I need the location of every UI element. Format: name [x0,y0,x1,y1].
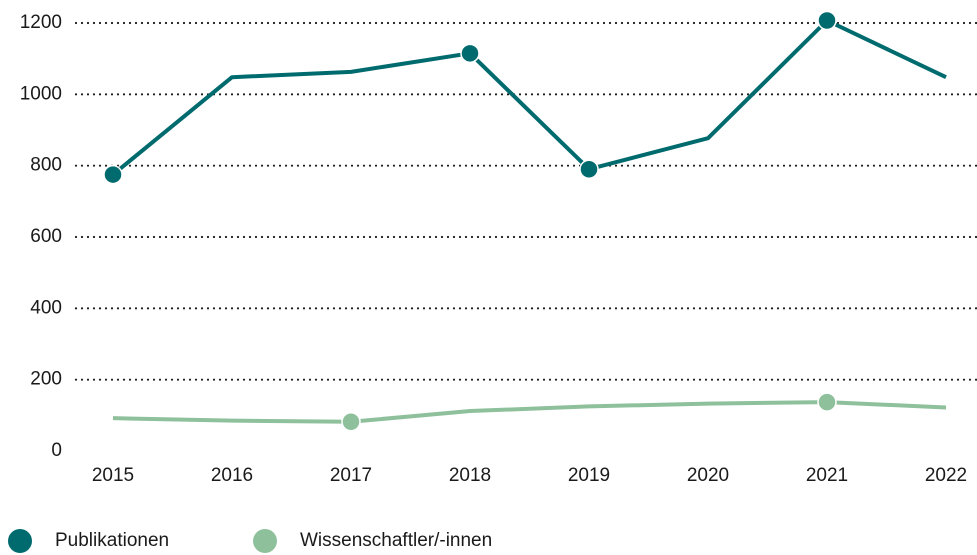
legend-label: Wissenschaftler/-innen [300,530,492,551]
x-tick-label: 2022 [925,465,967,486]
point [817,10,837,31]
y-tick-label: 1000 [20,83,62,104]
y-tick-label: 200 [30,369,62,390]
point [341,412,361,432]
x-tick-label: 2015 [92,465,134,486]
y-tick-label: 800 [30,155,62,176]
point [460,43,480,64]
legend-label: Publikationen [55,530,169,551]
y-tick-label: 600 [30,226,62,247]
series-line [112,400,947,424]
x-tick-label: 2021 [806,465,848,486]
x-tick-label: 2018 [449,465,491,486]
series-line [111,18,947,177]
x-tick-label: 2019 [568,465,610,486]
x-tick-label: 2020 [687,465,729,486]
y-tick-label: 400 [30,297,62,318]
y-tick-label: 1200 [20,12,62,33]
x-tick-label: 2016 [211,465,253,486]
x-tick-label: 2017 [330,465,372,486]
legend-swatch [8,529,32,553]
legend-swatch [253,529,277,553]
y-tick-label: 0 [51,440,62,461]
point [103,164,123,185]
point [817,392,837,412]
point [579,159,599,179]
